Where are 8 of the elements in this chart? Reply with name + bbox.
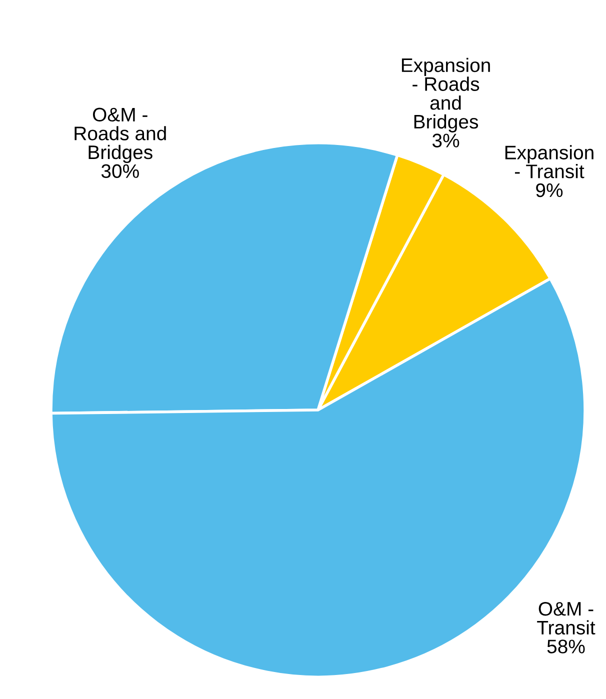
- data-label: 58%: [547, 640, 585, 654]
- slice-label: O&M - Roads and Bridges: [74, 108, 166, 164]
- slice-label: Expansion - Roads and Bridges: [402, 58, 490, 132]
- data-label: 3%: [432, 134, 460, 148]
- slice-label: O&M - Transit: [537, 602, 596, 635]
- slice-label: Expansion - Transit: [505, 145, 594, 178]
- data-label: 30%: [101, 164, 139, 178]
- data-label: 9%: [536, 183, 563, 198]
